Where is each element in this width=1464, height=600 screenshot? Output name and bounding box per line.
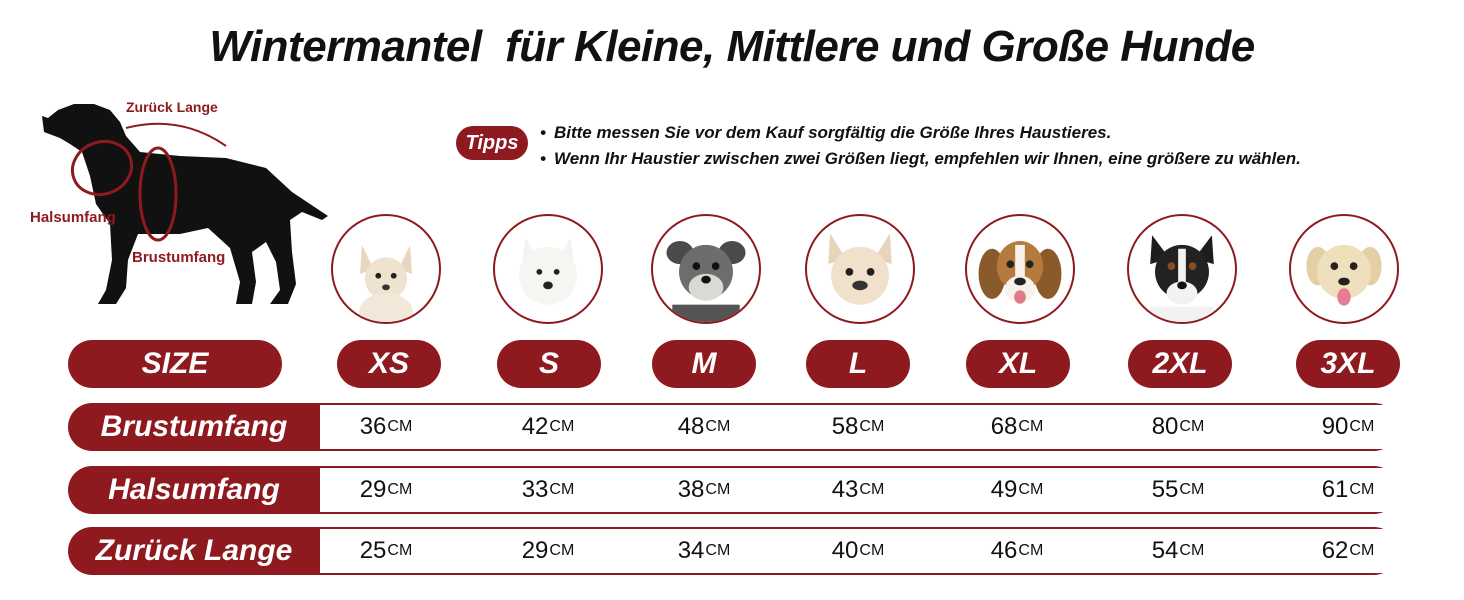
value-cell: 33 CM [488,468,608,512]
tips-list: Bitte messen Sie vor dem Kauf sorgfältig… [540,120,1301,172]
beagle-icon [965,214,1075,324]
value-cell: 55 CM [1118,468,1238,512]
value-unit: CM [1018,481,1044,498]
value-cell: 68 CM [957,405,1077,449]
dog-measurement-diagram: Zurück Lange Halsumfang Brustumfang [30,92,340,322]
size-pill-l: L [806,340,910,388]
value-number: 36 [359,413,387,440]
value-number: 55 [1151,476,1179,503]
value-cell: 90 CM [1288,405,1408,449]
chest-label: Brustumfang [132,249,225,266]
value-number: 48 [677,413,705,440]
value-cell: 40 CM [798,529,918,573]
value-number: 62 [1321,537,1349,564]
value-cell: 29 CM [326,468,446,512]
labrador-icon [1289,214,1399,324]
size-pill-3xl: 3XL [1296,340,1400,388]
value-number: 40 [831,537,859,564]
value-unit: CM [1018,418,1044,435]
value-cell: 80 CM [1118,405,1238,449]
value-number: 49 [990,476,1018,503]
value-number: 33 [521,476,549,503]
value-number: 42 [521,413,549,440]
tip-item: Wenn Ihr Haustier zwischen zwei Größen l… [540,146,1301,172]
back-length-label: Zurück Lange [126,99,218,115]
value-unit: CM [1349,481,1375,498]
value-unit: CM [387,481,413,498]
value-unit: CM [549,481,575,498]
size-pill-m: M [652,340,756,388]
value-cell: 48 CM [644,405,764,449]
page-title: Wintermantel für Kleine, Mittlere und Gr… [209,22,1255,71]
value-unit: CM [1018,542,1044,559]
value-number: 34 [677,537,705,564]
value-number: 54 [1151,537,1179,564]
value-number: 68 [990,413,1018,440]
value-unit: CM [1179,418,1205,435]
value-cell: 54 CM [1118,529,1238,573]
value-cell: 36 CM [326,405,446,449]
value-cell: 49 CM [957,468,1077,512]
value-number: 90 [1321,413,1349,440]
value-cell: 34 CM [644,529,764,573]
value-cell: 46 CM [957,529,1077,573]
value-unit: CM [859,418,885,435]
value-cell: 25 CM [326,529,446,573]
size-pill-2xl: 2XL [1128,340,1232,388]
value-cell: 38 CM [644,468,764,512]
dog-silhouette-icon [42,104,328,304]
value-unit: CM [1349,542,1375,559]
value-unit: CM [1349,418,1375,435]
value-cell: 42 CM [488,405,608,449]
neck-label: Halsumfang [30,209,116,226]
value-number: 61 [1321,476,1349,503]
value-cell: 29 CM [488,529,608,573]
row-label-chest: Brustumfang [100,410,288,443]
value-number: 29 [359,476,387,503]
value-number: 43 [831,476,859,503]
value-number: 58 [831,413,859,440]
west-highland-terrier-icon [493,214,603,324]
value-number: 80 [1151,413,1179,440]
size-pill-s: S [497,340,601,388]
border-collie-icon [1127,214,1237,324]
value-cell: 58 CM [798,405,918,449]
schnauzer-icon [651,214,761,324]
value-unit: CM [549,542,575,559]
value-unit: CM [1179,542,1205,559]
value-cell: 61 CM [1288,468,1408,512]
value-unit: CM [859,481,885,498]
tip-item: Bitte messen Sie vor dem Kauf sorgfältig… [540,120,1301,146]
value-cell: 62 CM [1288,529,1408,573]
row-label-back: Zurück Lange [95,534,293,567]
value-unit: CM [705,542,731,559]
size-pill-xs: XS [337,340,441,388]
row-label-neck: Halsumfang [108,473,280,506]
tips-badge: Tipps [456,126,528,160]
value-unit: CM [859,542,885,559]
value-number: 25 [359,537,387,564]
size-pill-xl: XL [966,340,1070,388]
size-header: SIZE [68,340,282,388]
value-unit: CM [549,418,575,435]
value-unit: CM [705,418,731,435]
value-unit: CM [705,481,731,498]
chihuahua-icon [331,214,441,324]
value-unit: CM [387,542,413,559]
value-unit: CM [387,418,413,435]
french-bulldog-icon [805,214,915,324]
value-unit: CM [1179,481,1205,498]
value-cell: 43 CM [798,468,918,512]
value-number: 38 [677,476,705,503]
value-number: 29 [521,537,549,564]
value-number: 46 [990,537,1018,564]
